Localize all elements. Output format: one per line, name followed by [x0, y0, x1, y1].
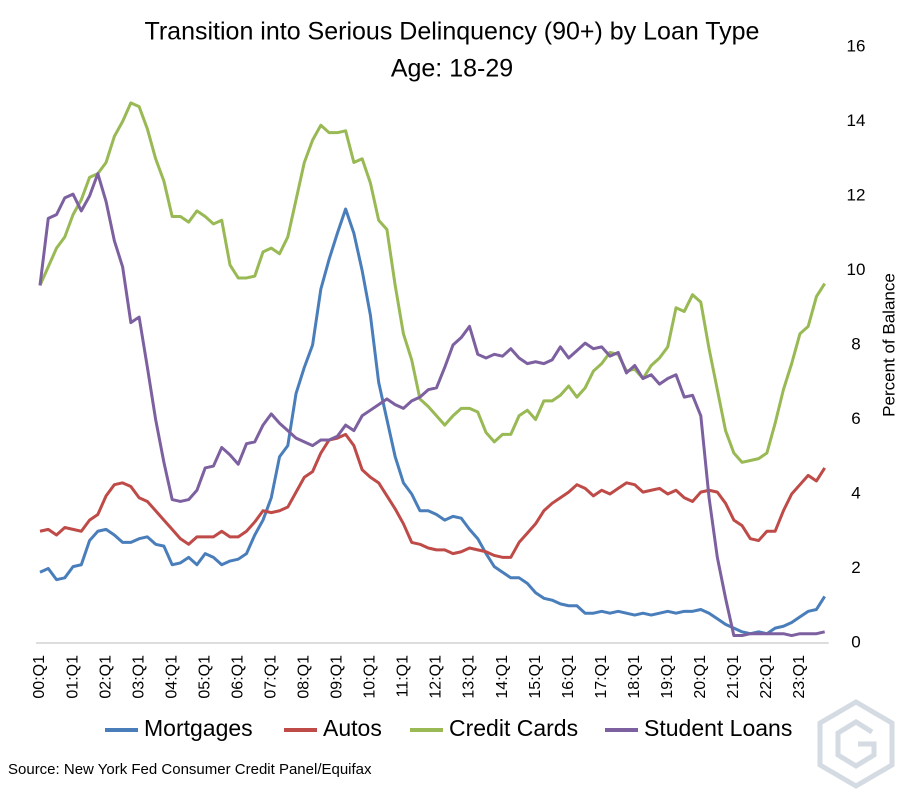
x-tick-label: 12:Q1 [428, 655, 445, 699]
y-tick-label: 0 [851, 632, 860, 651]
x-tick-label: 05:Q1 [196, 655, 213, 699]
x-tick-label: 10:Q1 [362, 655, 379, 699]
x-tick-label: 03:Q1 [130, 655, 147, 699]
logo [817, 699, 895, 789]
x-tick-label: 02:Q1 [97, 655, 114, 699]
x-tick-label: 00:Q1 [31, 655, 48, 699]
x-tick-label: 11:Q1 [395, 655, 412, 698]
x-tick-label: 08:Q1 [296, 655, 313, 699]
series-line [38, 101, 826, 464]
x-tick-label: 21:Q1 [725, 655, 742, 699]
x-tick-label: 16:Q1 [560, 655, 577, 699]
legend-label: Student Loans [644, 715, 792, 741]
legend-label: Autos [323, 715, 382, 741]
chart-title: Transition into Serious Delinquency (90+… [145, 18, 760, 46]
y-tick-label: 8 [851, 334, 860, 353]
y-tick-label: 16 [847, 36, 866, 55]
x-tick-label: 18:Q1 [626, 655, 643, 699]
x-tick-label: 23:Q1 [791, 655, 808, 699]
y-tick-label: 12 [847, 185, 866, 204]
y-axis-label: Percent of Balance [879, 273, 898, 417]
x-tick-label: 01:Q1 [64, 655, 81, 699]
x-tick-label: 19:Q1 [659, 655, 676, 699]
y-tick-label: 6 [851, 409, 860, 428]
x-tick-label: 04:Q1 [163, 655, 180, 699]
y-tick-label: 2 [851, 558, 860, 577]
y-tick-label: 4 [851, 483, 860, 502]
x-tick-label: 07:Q1 [262, 655, 279, 699]
y-tick-label: 14 [847, 111, 866, 130]
x-tick-label: 15:Q1 [527, 655, 544, 699]
series-line [38, 172, 826, 638]
y-tick-label: 10 [847, 260, 866, 279]
source: Source: New York Fed Consumer Credit Pan… [8, 761, 372, 778]
x-tick-label: 06:Q1 [229, 655, 246, 699]
legend-label: Mortgages [144, 715, 253, 741]
x-tick-label: 13:Q1 [461, 655, 478, 699]
legend-label: Credit Cards [449, 715, 578, 741]
x-tick-label: 09:Q1 [329, 655, 346, 699]
x-tick-label: 22:Q1 [758, 655, 775, 699]
x-tick-label: 20:Q1 [692, 655, 709, 699]
chart-subtitle: Age: 18-29 [391, 55, 513, 83]
x-tick-label: 14:Q1 [494, 655, 511, 699]
series-line [39, 432, 826, 559]
x-tick-label: 17:Q1 [593, 655, 610, 699]
series-line [39, 207, 826, 636]
